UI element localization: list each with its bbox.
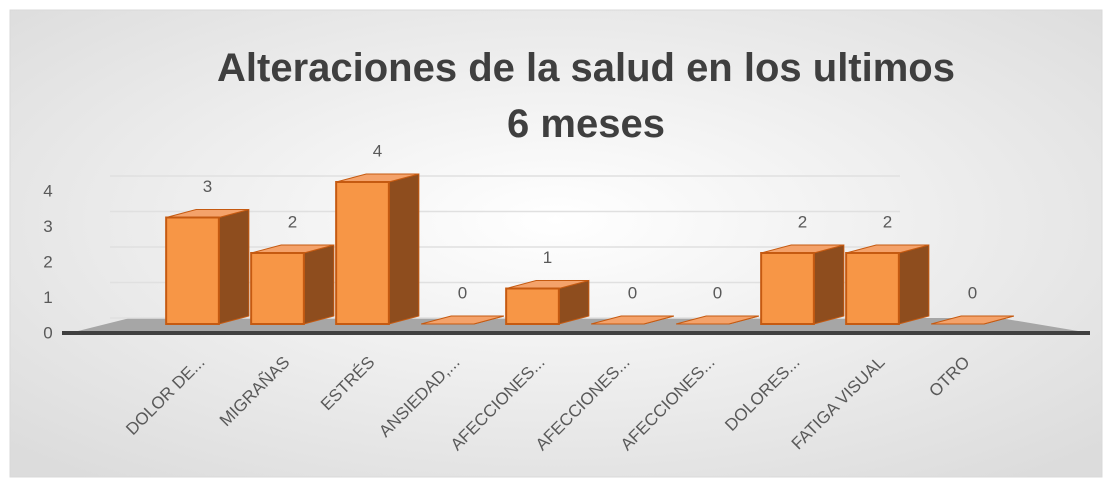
data-label: 4 <box>373 141 382 160</box>
y-tick-label: 4 <box>43 181 52 200</box>
bar-top <box>421 315 504 325</box>
bar <box>165 216 220 325</box>
bar <box>760 252 815 325</box>
y-tick-label: 3 <box>43 217 52 236</box>
bar-side <box>898 244 930 325</box>
bar-side <box>218 208 250 325</box>
data-label: 2 <box>798 212 807 231</box>
data-label: 0 <box>968 283 977 302</box>
floor <box>70 318 1090 333</box>
y-tick-label: 1 <box>43 288 52 307</box>
y-tick-label: 0 <box>43 323 52 342</box>
bar <box>505 287 560 325</box>
data-label: 0 <box>628 283 637 302</box>
data-label: 2 <box>883 212 892 231</box>
bar <box>845 252 900 325</box>
data-label: 0 <box>458 283 467 302</box>
data-label: 0 <box>713 283 722 302</box>
y-tick-label: 2 <box>43 252 52 271</box>
bar-top <box>591 315 674 325</box>
bar-side <box>303 244 335 325</box>
data-label: 3 <box>203 177 212 196</box>
chart-title: Alteraciones de la salud en los ultimos … <box>217 46 955 146</box>
data-label: 1 <box>543 248 552 267</box>
bar-side <box>388 173 420 325</box>
bar <box>335 181 390 325</box>
data-label: 2 <box>288 212 297 231</box>
bar-top <box>676 315 759 325</box>
bar-top <box>931 315 1014 325</box>
bar <box>250 252 305 325</box>
bar-side <box>813 244 845 325</box>
